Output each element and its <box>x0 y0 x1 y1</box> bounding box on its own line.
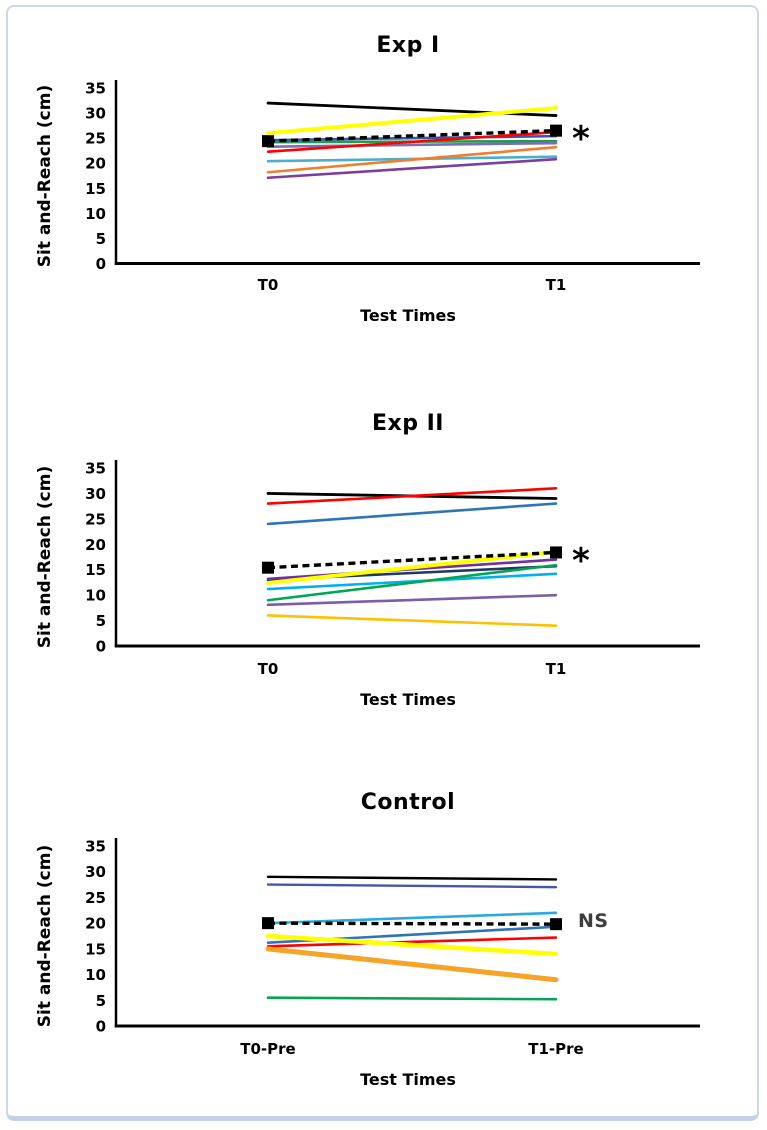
significance-marker-control: NS <box>578 910 609 932</box>
x-axis-label-exp1: Test Times <box>360 306 456 325</box>
svg-text:20: 20 <box>85 155 106 173</box>
svg-text:30: 30 <box>85 485 106 503</box>
svg-text:35: 35 <box>85 838 106 856</box>
x-tick-exp2-t0: T0 <box>257 660 279 678</box>
significance-marker-exp2: * <box>572 541 590 581</box>
x-tick-exp1-t0: T0 <box>257 276 279 294</box>
svg-text:0: 0 <box>96 638 106 656</box>
x-tick-exp1-t1: T1 <box>545 276 567 294</box>
svg-text:10: 10 <box>85 587 106 605</box>
x-tick-control-t1pre: T1-Pre <box>528 1040 584 1058</box>
svg-text:10: 10 <box>85 966 106 984</box>
svg-text:15: 15 <box>85 940 106 958</box>
svg-text:25: 25 <box>85 130 106 148</box>
svg-text:30: 30 <box>85 105 106 123</box>
svg-text:20: 20 <box>85 915 106 933</box>
y-axis-label-control: Sit and-Reach (cm) <box>35 844 55 1028</box>
svg-text:5: 5 <box>96 992 106 1010</box>
x-tick-exp2-t1: T1 <box>545 660 567 678</box>
svg-text:25: 25 <box>85 889 106 907</box>
chart-title-exp2: Exp II <box>372 411 444 436</box>
y-axis-label-exp1: Sit and-Reach (cm) <box>35 84 55 268</box>
figure-frame <box>6 5 759 1121</box>
x-axis-label-control: Test Times <box>360 1070 456 1089</box>
x-axis-label-exp2: Test Times <box>360 690 456 709</box>
svg-text:0: 0 <box>96 255 106 273</box>
svg-text:5: 5 <box>96 230 106 248</box>
chart-title-control: Control <box>360 790 456 815</box>
x-tick-control-t0pre: T0-Pre <box>240 1040 296 1058</box>
svg-text:35: 35 <box>85 460 106 478</box>
significance-marker-exp1: * <box>572 119 590 159</box>
svg-text:5: 5 <box>96 612 106 630</box>
svg-text:0: 0 <box>96 1018 106 1036</box>
svg-text:30: 30 <box>85 863 106 881</box>
chart-title-exp1: Exp I <box>376 33 440 58</box>
svg-text:15: 15 <box>85 180 106 198</box>
svg-text:20: 20 <box>85 536 106 554</box>
svg-text:15: 15 <box>85 561 106 579</box>
svg-text:35: 35 <box>85 80 106 98</box>
svg-text:10: 10 <box>85 205 106 223</box>
y-axis-label-exp2: Sit and-Reach (cm) <box>35 465 55 649</box>
svg-text:25: 25 <box>85 510 106 528</box>
